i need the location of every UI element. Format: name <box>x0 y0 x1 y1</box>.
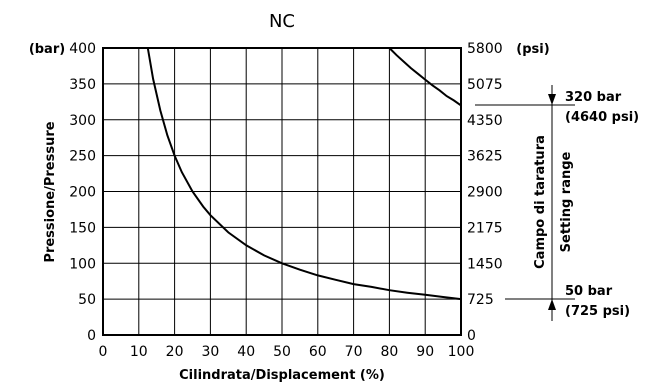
y-tick-label-left: 300 <box>69 113 96 129</box>
y-tick-label-right: 5075 <box>467 77 503 93</box>
x-tick-label: 100 <box>448 344 475 360</box>
y-tick-labels-left: 0 50 100 150 200 250 300 350 400 <box>69 41 96 344</box>
max-psi-label: (4640 psi) <box>565 110 639 125</box>
x-tick-label: 20 <box>166 344 184 360</box>
y-tick-label-left: 200 <box>69 185 96 201</box>
y-tick-labels-right: 0 725 1450 2175 2900 3625 4350 5075 5800 <box>467 41 503 344</box>
y-tick-label-right: 0 <box>467 328 476 344</box>
y-tick-label-left: 100 <box>69 256 96 272</box>
y-tick-label-right: 4350 <box>467 113 503 129</box>
y-tick-label-right: 5800 <box>467 41 503 57</box>
y-tick-label-right: 3625 <box>467 149 503 165</box>
y-tick-label-right: 725 <box>467 292 494 308</box>
setting-range-annotation: Campo di taratura Setting range 320 bar … <box>475 85 639 321</box>
y-tick-label-left: 50 <box>78 292 96 308</box>
pressure-curve-2 <box>388 47 462 107</box>
pressure-curve-1 <box>146 47 462 301</box>
x-tick-label: 30 <box>201 344 219 360</box>
max-bar-label: 320 bar <box>565 90 622 105</box>
range-label-it: Campo di taratura <box>533 135 548 269</box>
curves <box>146 47 462 301</box>
range-label-en: Setting range <box>559 151 574 252</box>
y-axis-label: Pressione/Pressure <box>43 121 58 262</box>
arrow-down-icon <box>548 94 556 105</box>
y-tick-label-left: 400 <box>69 41 96 57</box>
grid-lines <box>103 48 461 335</box>
x-tick-label: 60 <box>309 344 327 360</box>
y-tick-label-left: 250 <box>69 149 96 165</box>
x-tick-label: 10 <box>130 344 148 360</box>
x-tick-label: 50 <box>273 344 291 360</box>
x-tick-labels: 0 10 20 30 40 50 60 70 80 90 100 <box>99 344 475 360</box>
x-tick-label: 90 <box>416 344 434 360</box>
arrow-up-icon <box>548 299 556 310</box>
y-unit-right: (psi) <box>516 42 549 57</box>
x-tick-label: 40 <box>237 344 255 360</box>
chart-title: NC <box>269 11 295 32</box>
x-tick-label: 0 <box>99 344 108 360</box>
y-tick-label-left: 350 <box>69 77 96 93</box>
y-tick-label-left: 0 <box>87 328 96 344</box>
x-axis-label: Cilindrata/Displacement (%) <box>179 368 385 383</box>
x-tick-label: 70 <box>345 344 363 360</box>
x-tick-label: 80 <box>380 344 398 360</box>
min-psi-label: (725 psi) <box>565 304 630 319</box>
plot-frame <box>102 47 462 336</box>
y-unit-left: (bar) <box>29 42 65 57</box>
y-tick-label-left: 150 <box>69 220 96 236</box>
y-tick-label-right: 2900 <box>467 185 503 201</box>
y-tick-label-right: 2175 <box>467 220 503 236</box>
min-bar-label: 50 bar <box>565 284 613 299</box>
y-tick-label-right: 1450 <box>467 256 503 272</box>
